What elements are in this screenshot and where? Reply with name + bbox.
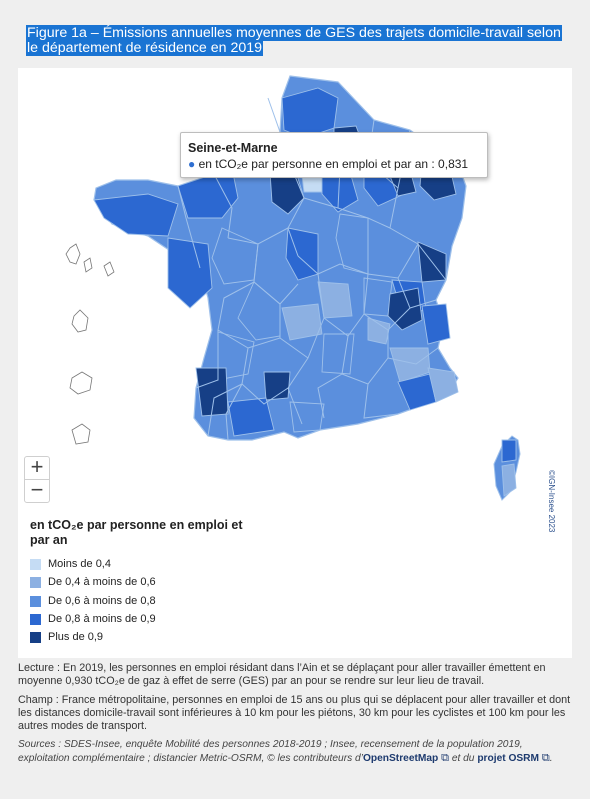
map-tooltip: Seine-et-Marne ● en tCO₂e par personne e… <box>180 132 488 178</box>
lecture-note: Lecture : En 2019, les personnes en empl… <box>18 662 546 687</box>
zoom-out-button[interactable]: − <box>24 479 50 503</box>
legend-swatch <box>30 596 41 607</box>
aube-region[interactable] <box>335 213 369 275</box>
sources-text: Sources : SDES-Insee, enquête Mobilité d… <box>18 739 523 764</box>
champ-note: Champ : France métropolitaine, personnes… <box>18 694 571 732</box>
gironde-region[interactable] <box>195 367 229 417</box>
legend-swatch <box>30 577 41 588</box>
lot-region[interactable] <box>263 371 291 401</box>
sources-note: Sources : SDES-Insee, enquête Mobilité d… <box>18 739 572 765</box>
sources-end: . <box>549 752 553 764</box>
tooltip-value-line: ● en tCO₂e par personne en emploi et par… <box>188 157 468 171</box>
map-credit: ©IGN-Insee 2023 <box>547 470 556 533</box>
legend-swatch <box>30 632 41 643</box>
tooltip-value: en tCO₂e par personne en emploi et par a… <box>198 157 469 171</box>
openstreetmap-link[interactable]: OpenStreetMap <box>362 752 439 764</box>
osrm-link[interactable]: projet OSRM <box>477 752 540 764</box>
legend-label: Moins de 0,4 <box>48 558 111 570</box>
figure-title: Figure 1a – Émissions annuelles moyennes… <box>26 25 562 56</box>
creuse-region[interactable] <box>281 303 323 341</box>
legend-label: De 0,8 à moins de 0,9 <box>48 613 156 625</box>
loire-atlantique[interactable] <box>167 237 213 309</box>
landes-gers[interactable] <box>227 397 275 437</box>
savoie-region[interactable] <box>421 303 451 345</box>
legend-swatch <box>30 614 41 625</box>
external-link-icon: ⧉ <box>441 751 449 764</box>
legend-label: De 0,6 à moins de 0,8 <box>48 595 156 607</box>
tooltip-title: Seine-et-Marne <box>188 141 278 155</box>
saone-et-loire[interactable] <box>363 277 393 317</box>
map-panel[interactable]: + − ©IGN-Insee 2023 Seine-et-Marne ● en … <box>18 68 572 658</box>
alpes-maritimes[interactable] <box>427 367 459 403</box>
corse-du-sud[interactable] <box>501 463 517 497</box>
external-link-icon: ⧉ <box>541 751 550 764</box>
bretagne[interactable] <box>93 193 179 237</box>
legend-title: en tCO₂e par personne en emploi et par a… <box>30 518 243 547</box>
ain-region[interactable] <box>387 287 423 331</box>
paris-region[interactable] <box>301 175 323 193</box>
loire-region[interactable] <box>367 317 391 345</box>
figure-notes: Lecture : En 2019, les personnes en empl… <box>18 662 572 771</box>
haute-corse[interactable] <box>501 439 517 463</box>
legend-label: Plus de 0,9 <box>48 631 104 643</box>
dom-islands <box>65 243 115 445</box>
legend-swatch <box>30 559 41 570</box>
legend-label: De 0,4 à moins de 0,6 <box>48 576 156 588</box>
tarn-region[interactable] <box>289 401 325 433</box>
sources-mid: et du <box>451 752 475 764</box>
cantal-region[interactable] <box>321 333 355 375</box>
tooltip-bullet-icon: ● <box>188 157 196 171</box>
